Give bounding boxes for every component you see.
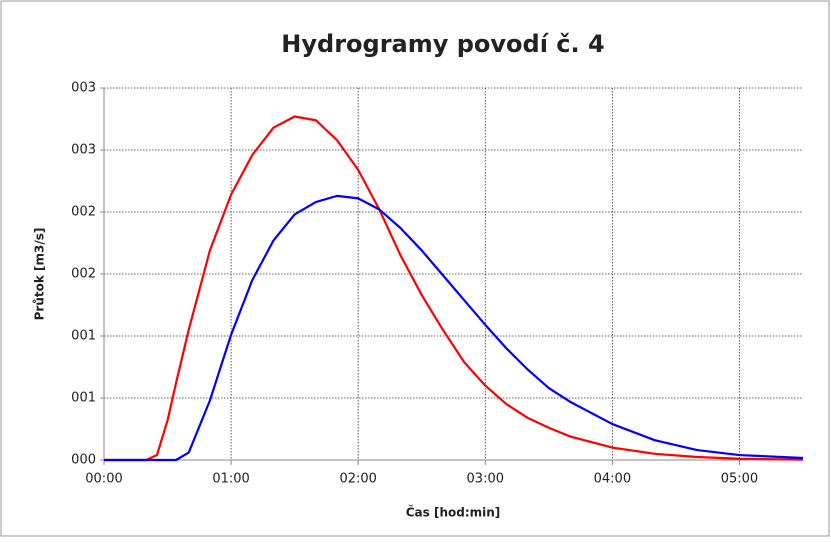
x-tick-label: 02:00 (339, 472, 376, 487)
x-tick-label: 00:00 (85, 472, 122, 487)
y-tick-label: 003 (71, 81, 96, 96)
y-tick-label: 003 (71, 143, 96, 158)
x-tick-label: 05:00 (721, 472, 758, 487)
chart-title: Hydrogramy povodí č. 4 (281, 30, 604, 58)
y-tick-label: 001 (71, 391, 96, 406)
x-tick-label: 04:00 (594, 472, 631, 487)
x-tick-label: 01:00 (212, 472, 249, 487)
y-tick-label: 002 (71, 267, 96, 282)
y-tick-label: 001 (71, 329, 96, 344)
x-axis-label: Čas [hod:min] (406, 505, 501, 520)
series-line (104, 194, 804, 462)
y-axis-label: Průtok [m3/s] (33, 228, 47, 321)
y-tick-label: 000 (71, 453, 96, 468)
series-line (104, 115, 804, 462)
x-tick-label: 03:00 (467, 472, 504, 487)
y-tick-label: 002 (71, 205, 96, 220)
